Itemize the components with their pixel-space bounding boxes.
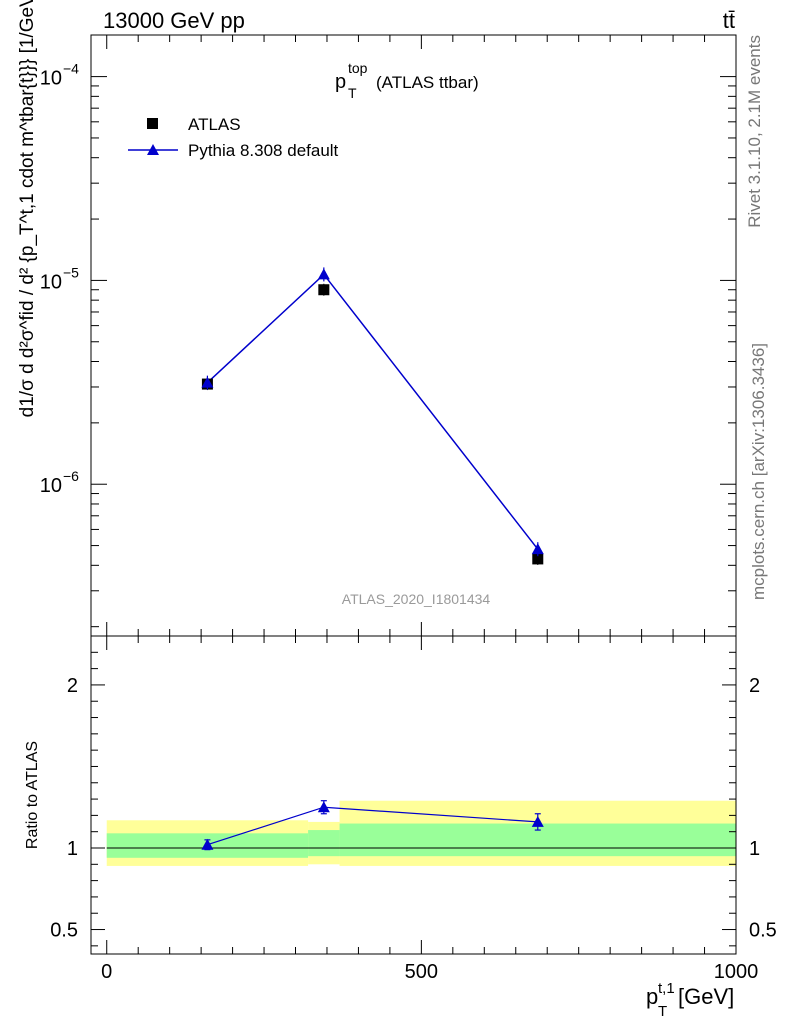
main-y-tick-label: 10 [40,68,62,90]
energy-label: 13000 GeV pp [103,8,245,33]
analysis-watermark: ATLAS_2020_I1801434 [342,591,491,607]
ratio-ticks [91,635,737,954]
process-label: tt̄ [723,8,735,33]
ratio-y-tick-label-left: 0.5 [50,920,78,942]
ratio-y-axis-label: Ratio to ATLAS [24,741,41,849]
main-y-tick-label: 10 [40,271,62,293]
main-tick-labels: 10−410−510−6 [40,61,79,498]
y-label-text: d1/σ d d²σ^fid / d² {p_T^t,1 cdot m^tbar… [17,0,38,417]
x-axis-label-sup: t,1 [658,980,675,997]
ratio-band-green [308,830,340,857]
ratio-x-tick-label: 500 [405,961,438,983]
pythia-data-point [317,268,330,280]
mcplots-label: mcplots.cern.ch [arXiv:1306.3436] [749,343,768,600]
main-data [201,267,544,565]
pythia-data-point [531,543,544,555]
main-y-tick-exponent: −4 [63,61,79,77]
legend-pythia-marker [147,144,159,155]
ratio-frame [90,635,737,955]
main-y-tick-exponent: −5 [63,264,79,280]
ratio-y-tick-label-left: 2 [67,675,78,697]
ratio-x-tick-label: 0 [101,961,112,983]
main-y-tick-label: 10 [40,475,62,497]
ratio-panel: 0.5 0.5 1 1 2 2 0 500 1000 Ratio to ATLAS p T t,… [24,635,777,1020]
legend-atlas-marker [147,118,158,129]
main-ticks [91,35,737,636]
title-sup: top [348,60,368,76]
panel-title: p [335,71,346,93]
ratio-y-tick-label-right: 0.5 [749,920,777,942]
pythia-data-point [201,376,214,388]
legend: ATLAS Pythia 8.308 default [128,115,339,160]
main-y-tick-exponent: −6 [63,468,79,484]
ratio-data-point [531,815,544,827]
ratio-tick-labels: 0.5 0.5 1 1 2 2 0 500 1000 [50,675,777,983]
ratio-y-tick-label-right: 1 [749,838,760,860]
title-main: p [335,71,346,93]
atlas-data-point [532,553,544,565]
ratio-y-tick-label-right: 2 [749,675,760,697]
ratio-data-point [317,801,330,813]
atlas-data-point [318,284,330,296]
legend-pythia-label: Pythia 8.308 default [188,141,339,160]
main-y-axis-label: d1/σ d d²σ^fid / d² {p_T^t,1 cdot m^tbar… [17,0,38,417]
ratio-x-tick-label: 1000 [714,961,759,983]
legend-atlas-label: ATLAS [188,115,241,134]
ratio-data-point [201,838,214,850]
ratio-y-tick-label-left: 1 [67,838,78,860]
x-axis-label-sub: T [658,1003,667,1020]
title-sub: T [348,85,357,101]
pythia-series-line [206,273,539,550]
ratio-bands [106,800,736,866]
ratio-data [201,800,544,851]
x-axis-label-main: p [646,984,658,1009]
x-axis-label-rest: [GeV] [678,984,734,1009]
title-rest: (ATLAS ttbar) [376,73,479,92]
main-panel: 10−410−510−6 p T top (ATLAS ttbar) d1/σ … [17,0,737,637]
rivet-version-label: Rivet 3.1.10, 2.1M events [745,35,764,228]
